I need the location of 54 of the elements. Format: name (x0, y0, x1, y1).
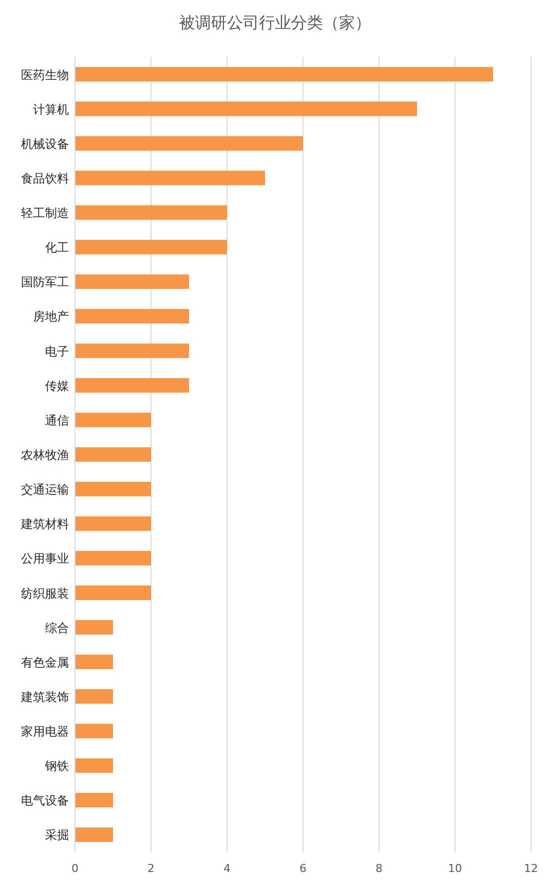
bar (75, 170, 265, 186)
y-tick-label: 钢铁 (44, 759, 69, 774)
bar (75, 516, 151, 531)
y-tick-label: 交通运输 (21, 482, 69, 497)
bar (75, 827, 113, 842)
bar (75, 447, 151, 462)
y-tick-label: 房地产 (33, 310, 69, 324)
chart-title: 被调研公司行业分类（家） (179, 13, 371, 32)
bar (75, 792, 113, 808)
y-tick-label: 公用事业 (21, 552, 69, 566)
y-tick-label: 纺织服装 (21, 586, 69, 600)
bar (75, 620, 113, 635)
y-tick-label: 电气设备 (21, 794, 69, 808)
y-tick-label: 机械设备 (21, 136, 69, 151)
y-tick-label: 通信 (45, 413, 69, 428)
y-tick-label: 国防军工 (21, 275, 69, 290)
y-tick-label: 传媒 (45, 378, 69, 393)
bar (75, 412, 151, 428)
y-tick-label: 家用电器 (21, 724, 69, 739)
bar (75, 378, 189, 393)
y-tick-label: 电子 (45, 344, 69, 358)
bar (75, 240, 227, 254)
x-tick-label: 4 (224, 862, 230, 875)
y-tick-label: 建筑材料 (20, 517, 69, 532)
y-tick-label: 综合 (45, 620, 69, 635)
bar (75, 689, 113, 704)
x-tick-label: 8 (376, 862, 382, 875)
x-tick-label: 12 (524, 862, 538, 875)
bar (75, 758, 113, 773)
bar (75, 724, 113, 738)
bar (75, 482, 151, 496)
bar (75, 136, 303, 151)
bar (75, 102, 417, 116)
bar (75, 308, 189, 324)
bar (75, 205, 227, 220)
bar (75, 550, 151, 566)
y-tick-label: 农林牧渔 (21, 448, 69, 462)
x-tick-label: 2 (148, 862, 154, 875)
y-tick-label: 有色金属 (21, 655, 69, 670)
x-tick-label: 6 (300, 862, 306, 875)
y-tick-label: 采掘 (45, 828, 69, 842)
bar (75, 654, 113, 670)
bar (75, 586, 151, 600)
bar (75, 67, 493, 82)
bar (75, 274, 189, 289)
y-tick-label: 食品饮料 (21, 171, 69, 186)
x-tick-label: 10 (448, 862, 462, 875)
y-tick-label: 计算机 (33, 102, 69, 116)
x-tick-label: 0 (72, 862, 78, 875)
y-tick-label: 轻工制造 (21, 206, 69, 220)
bar (75, 344, 189, 358)
y-tick-label: 化工 (45, 240, 69, 255)
y-tick-label: 建筑装饰 (20, 690, 69, 704)
y-tick-label: 医药生物 (21, 68, 69, 82)
